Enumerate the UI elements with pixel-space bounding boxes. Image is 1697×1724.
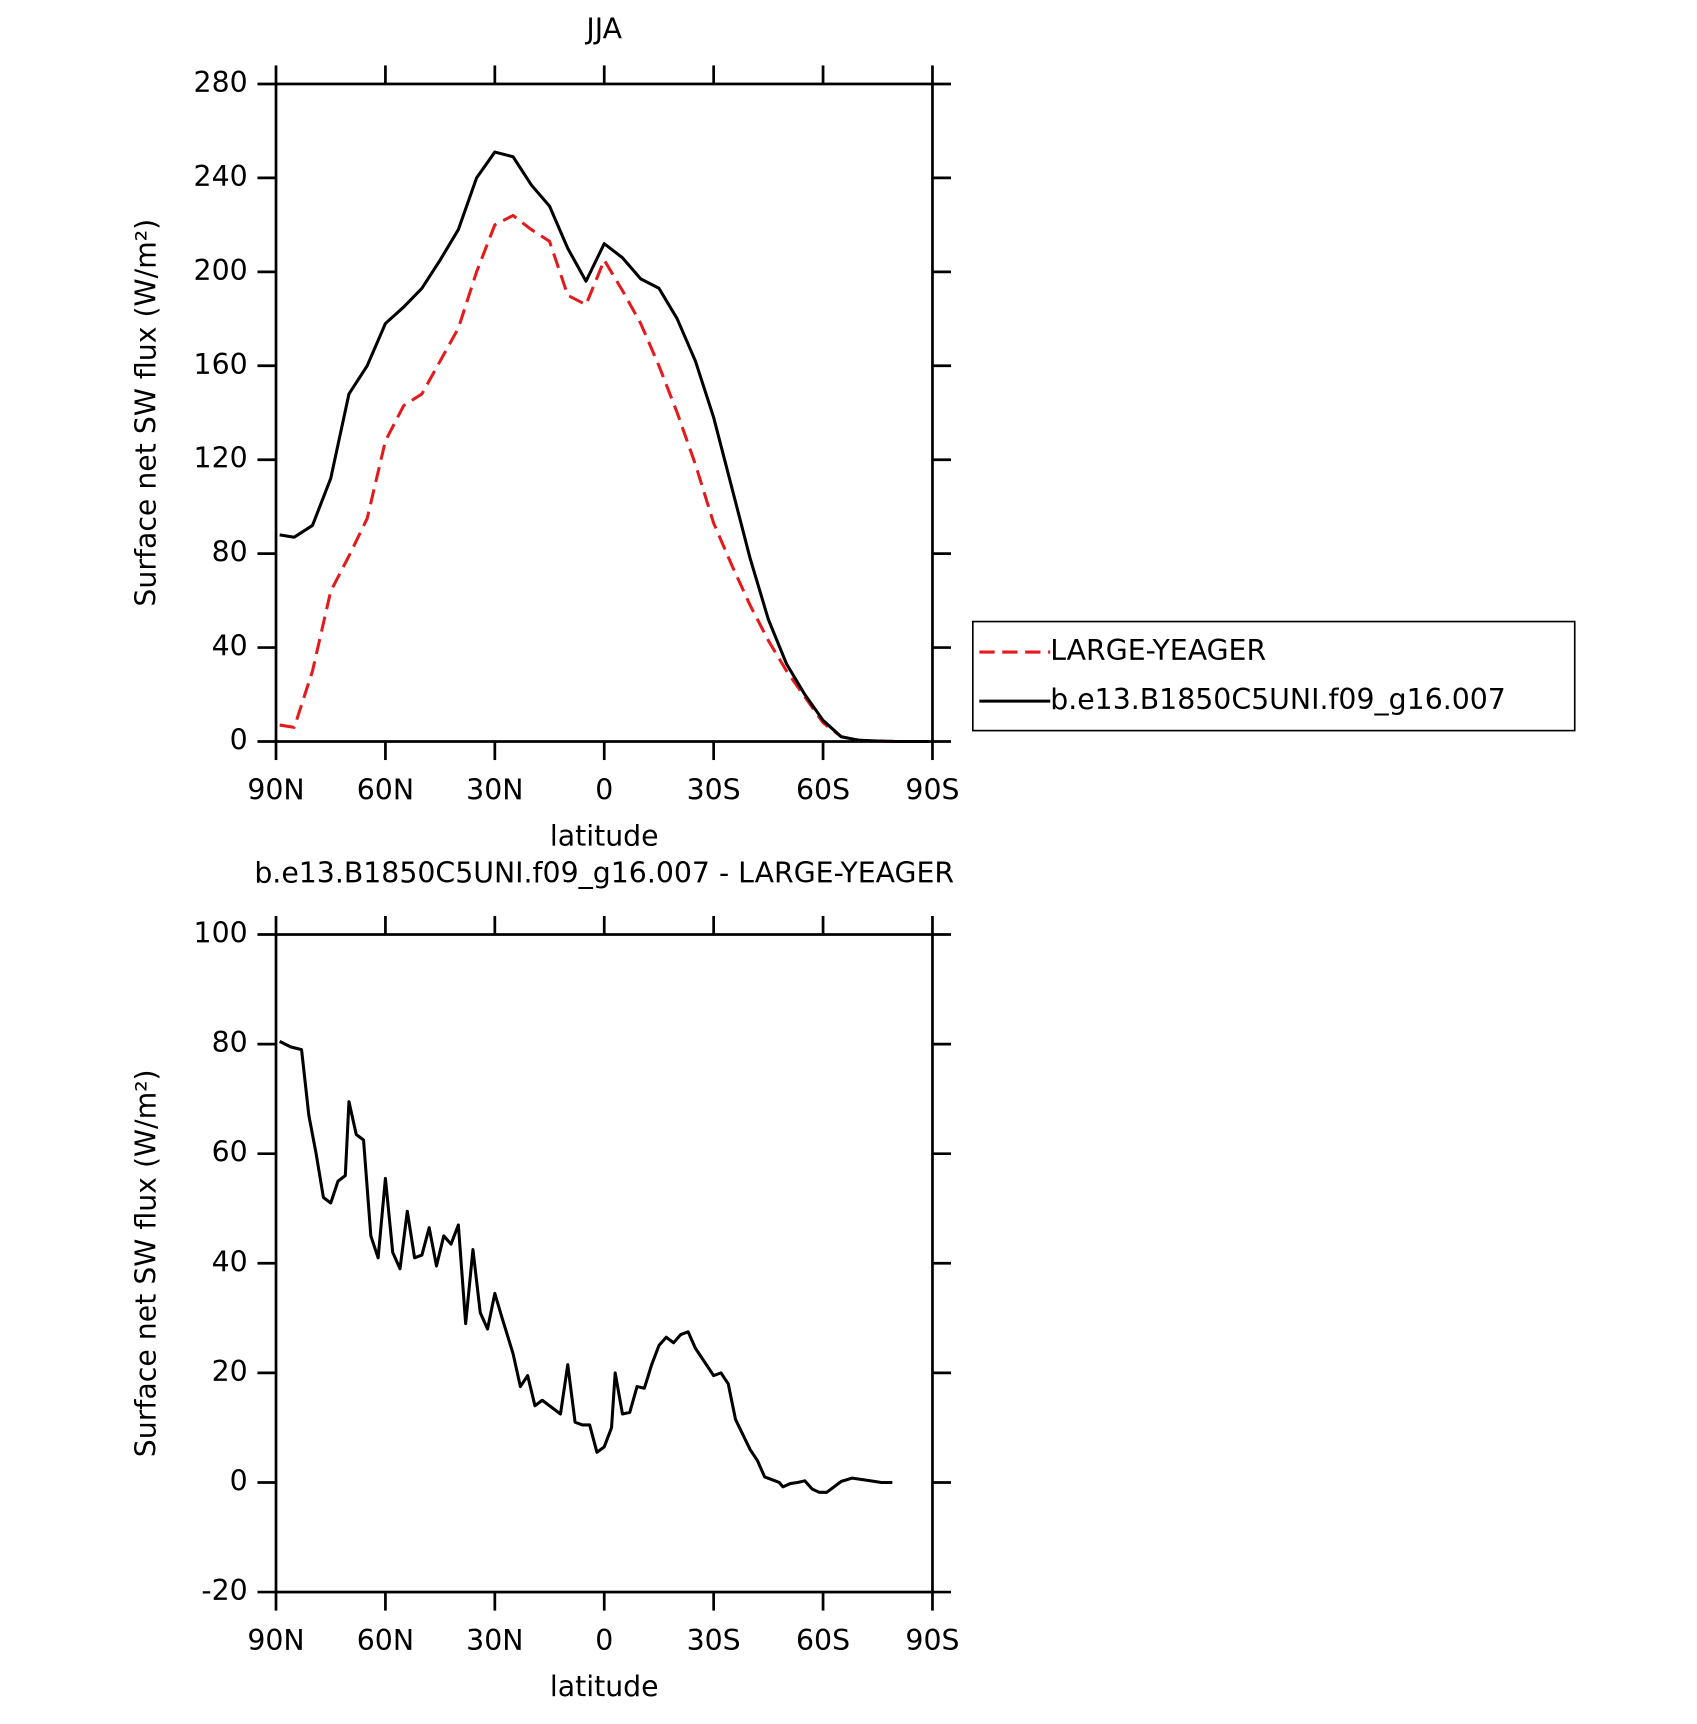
x-axis-label: latitude	[550, 1670, 659, 1703]
x-axis-label: latitude	[550, 819, 659, 852]
series-line	[279, 213, 929, 744]
legend-label: LARGE-YEAGER	[1050, 634, 1266, 667]
y-tick-label: 120	[194, 442, 248, 475]
x-tick-label: 60S	[796, 1624, 850, 1657]
y-tick-label: 160	[194, 348, 248, 381]
y-tick-label: -20	[201, 1574, 247, 1607]
y-tick-label: 200	[194, 254, 248, 287]
y-tick-label: 80	[212, 536, 248, 569]
x-tick-label: 30S	[687, 1624, 741, 1657]
series-line	[279, 150, 929, 744]
plot-frame	[274, 933, 934, 1594]
x-tick-label: 30S	[687, 774, 741, 807]
chart-title: JJA	[584, 13, 622, 46]
x-tick-label: 0	[595, 1624, 613, 1657]
y-tick-label: 40	[212, 1245, 248, 1278]
y-tick-label: 280	[194, 66, 248, 99]
x-tick-label: 30N	[466, 1624, 523, 1657]
difference-line	[278, 1040, 893, 1494]
y-tick-label: 20	[212, 1355, 248, 1388]
x-tick-label: 60N	[357, 774, 414, 807]
legend-label: b.e13.B1850C5UNI.f09_g16.007	[1050, 683, 1506, 716]
y-tick-label: 0	[230, 724, 248, 757]
y-tick-label: 100	[194, 917, 248, 950]
x-tick-label: 90S	[905, 1624, 959, 1657]
x-tick-label: 90S	[905, 774, 959, 807]
plot-frame	[274, 82, 934, 743]
y-tick-label: 40	[212, 630, 248, 663]
x-tick-label: 60N	[357, 1624, 414, 1657]
chart-title: b.e13.B1850C5UNI.f09_g16.007 - LARGE-YEA…	[254, 857, 954, 890]
x-tick-label: 0	[595, 774, 613, 807]
legend-box	[971, 620, 1576, 732]
x-tick-label: 90N	[247, 774, 304, 807]
y-axis-label: Surface net SW flux (W/m²)	[129, 1069, 162, 1457]
y-axis-label: Surface net SW flux (W/m²)	[129, 219, 162, 607]
y-tick-label: 0	[230, 1464, 248, 1497]
y-tick-label: 240	[194, 160, 248, 193]
x-tick-label: 30N	[466, 774, 523, 807]
x-tick-label: 90N	[247, 1624, 304, 1657]
y-tick-label: 80	[212, 1026, 248, 1059]
x-tick-label: 60S	[796, 774, 850, 807]
y-tick-label: 60	[212, 1136, 248, 1169]
